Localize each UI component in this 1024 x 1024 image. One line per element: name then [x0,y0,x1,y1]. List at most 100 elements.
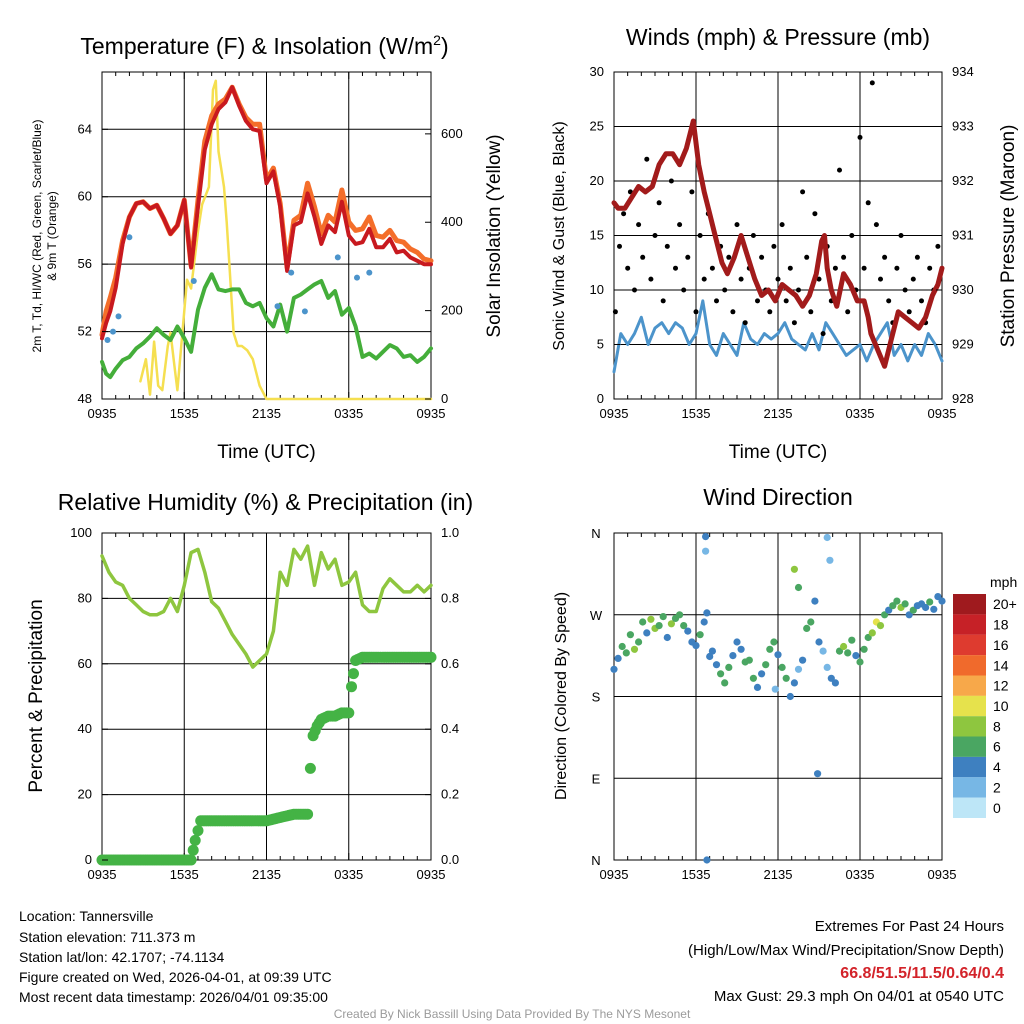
y-left-tick-label: 25 [590,119,604,134]
x-tick-label: 0335 [846,867,875,882]
series-gust-marker [820,331,826,337]
series-station-pressure [611,118,945,369]
series-gust-marker [660,298,666,304]
y-left-tick-label: 48 [78,391,92,406]
series-gust-marker [800,189,806,195]
legend-label: 16 [993,637,1009,653]
legend-label: 12 [993,678,1009,694]
series-gust-marker [861,265,867,271]
wind-direction-point [700,618,708,626]
series-gust-marker [755,298,760,304]
wind-direction-point [774,651,782,659]
wind-direction-point [860,645,868,653]
legend-label: 4 [993,759,1001,775]
series-precipitation-marker [304,762,316,774]
series-gust-marker [927,265,933,271]
series-gust-marker [812,211,818,217]
x-tick-label: 0935 [928,867,957,882]
legend-label: 6 [993,739,1001,755]
y-right-tick-label: 929 [952,337,974,352]
series-heat-index-marker [274,303,281,310]
series-gust-marker [625,265,631,271]
series-gust-marker [865,200,871,206]
wind-direction-point [762,661,770,669]
created-text: Figure created on Wed, 2026-04-01, at 09… [19,969,332,985]
y-right-tick-label: 931 [952,228,974,243]
y-right-tick-label: 932 [952,173,974,188]
legend-label: 0 [993,800,1001,816]
y-right-tick-label: 400 [441,214,463,229]
series-gust-marker [648,276,654,282]
y-left-axis-title: Percent & Precipitation [26,599,47,792]
wind-direction-point [659,613,667,621]
y-right-tick-label: 600 [441,126,463,141]
recent-data-text: Most recent data timestamp: 2026/04/01 0… [19,989,328,1005]
wind-direction-point [893,597,901,605]
wind-direction-point [840,642,848,651]
y-left-tick-label: 52 [78,324,92,339]
y-tick-label: E [592,771,601,786]
legend-swatch [953,695,986,717]
series-gust-marker [841,254,847,260]
series-gust-marker [612,309,618,315]
series-gust-marker [722,287,728,293]
y-tick-label: N [591,853,600,868]
wind-direction-point [794,583,803,592]
series-heat-index-marker [301,308,308,315]
wind-direction-point [823,533,831,542]
series-gust-marker [759,254,765,260]
wind-direction-point [702,533,710,541]
wind-direction-point [684,627,692,635]
series-precipitation-marker [346,681,357,693]
max-gust-text: Max Gust: 29.3 mph On 04/01 at 0540 UTC [713,988,1004,1005]
x-axis-title: Time (UTC) [729,442,828,463]
series-gust-marker [906,309,912,315]
series-gust-marker [898,233,904,238]
series-gust-marker [837,167,842,173]
wind-direction-point [706,652,714,661]
series-gust-marker [742,320,748,326]
wind-direction-point [647,615,655,623]
series-gust-marker [914,254,920,260]
latlon-text: Station lat/lon: 42.1707; -74.1134 [19,949,225,965]
wind-direction-point [790,679,799,687]
series-gust-marker [767,309,773,315]
wind-direction-point [758,670,766,678]
wind-direction-point [831,679,840,687]
series-gust-marker [730,309,736,315]
wind-direction-point [794,665,803,673]
wind-direction-point [852,652,860,660]
wind-direction-point [835,647,844,655]
wind-direction-point [922,603,930,612]
series-gust-marker [804,254,810,260]
wind-direction-point [819,647,827,655]
wind-direction-point [622,649,630,657]
wind-direction-point [639,618,647,626]
wind-direction-point [881,611,889,619]
y-right-tick-label: 200 [441,303,463,318]
series-gust-marker [849,233,855,238]
x-axis-title: Time (UTC) [217,442,316,463]
series-gust-marker [783,298,789,304]
series-gust-marker [697,233,703,238]
series-gust-marker [845,309,851,315]
series-precipitation-marker [425,651,437,663]
wind-direction-point [721,679,729,687]
series-heat-index-marker [190,278,197,284]
series-gust-marker [882,254,888,260]
x-tick-label: 1535 [682,406,711,421]
y-right-tick-label: 0.8 [441,590,459,605]
wind-direction-point [614,654,622,663]
series-heat-index-marker [104,337,111,343]
series-gust-marker [632,287,637,293]
y-left-tick-label: 60 [78,656,92,671]
extremes-values: 66.8/51.5/11.5/0.64/0.4 [840,965,1004,982]
x-tick-label: 2135 [764,867,793,882]
series-gust-marker [771,243,777,249]
y-right-tick-label: 0.2 [441,787,459,802]
y-right-tick-label: 0.4 [441,721,459,736]
wind-direction-point [692,642,700,650]
series-gust-marker [886,298,892,304]
wind-direction-point [635,638,643,646]
series-heat-index-marker [115,313,122,320]
